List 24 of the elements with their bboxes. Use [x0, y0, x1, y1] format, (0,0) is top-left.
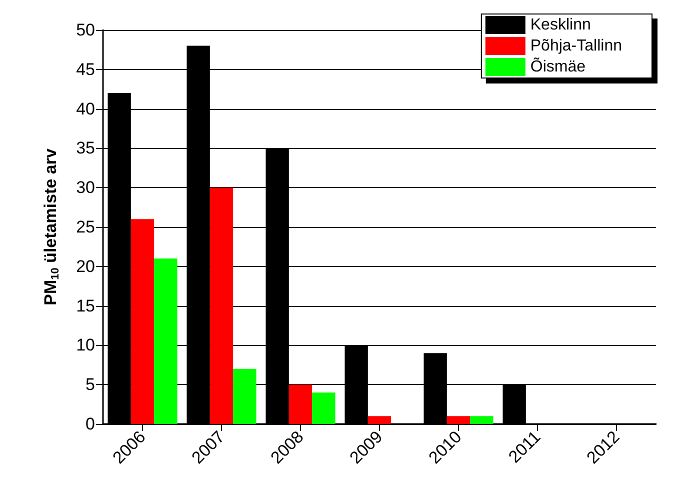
y-tick-label: 20: [76, 256, 95, 276]
bar: [312, 392, 336, 424]
y-tick-label: 50: [76, 20, 95, 40]
y-tick-label: 25: [76, 218, 95, 236]
bar: [470, 416, 494, 424]
y-tick-label: 10: [76, 336, 95, 355]
bar: [368, 416, 392, 424]
legend-label: Õismäe: [530, 56, 586, 76]
y-axis-title: PM10 ületamiste arv: [41, 148, 62, 306]
y-tick-label: 5: [86, 375, 95, 394]
y-tick-label: 40: [76, 99, 95, 118]
y-tick-label: 15: [76, 296, 95, 316]
y-tick-label: 0: [86, 414, 95, 434]
y-tick-label: 35: [76, 138, 95, 158]
legend-label: Kesklinn: [530, 16, 591, 34]
bar: [154, 258, 178, 424]
legend-label: Põhja-Tallinn: [530, 38, 622, 54]
bar: [130, 219, 154, 424]
bar: [233, 368, 256, 424]
bar: [288, 384, 312, 424]
bar: [210, 188, 234, 424]
y-tick-label: 30: [76, 178, 95, 198]
y-tick-label: 45: [76, 60, 95, 79]
bar: [446, 416, 470, 424]
